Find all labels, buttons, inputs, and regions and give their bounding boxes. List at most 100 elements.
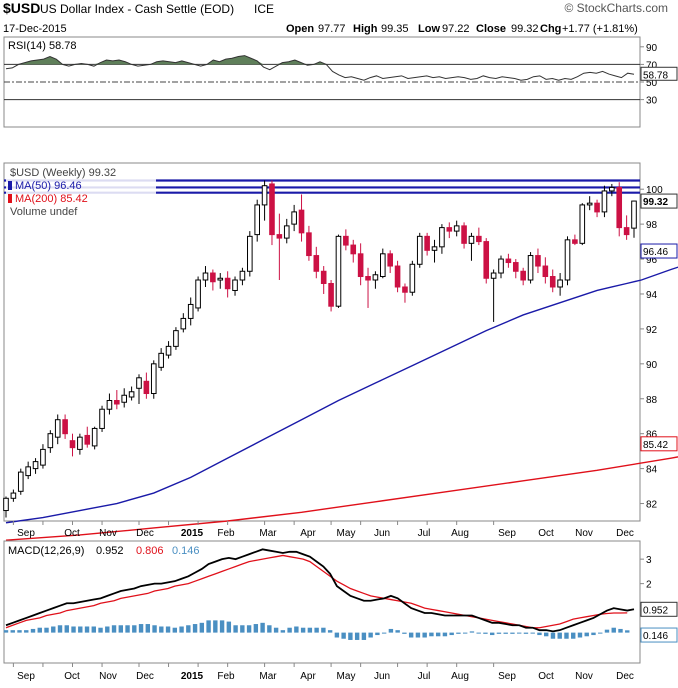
- candle-body: [623, 227, 630, 236]
- macd-histogram-bar: [510, 632, 515, 634]
- macd-histogram-bar: [98, 627, 103, 633]
- price-tick-label: 100: [646, 185, 663, 196]
- candle-body: [298, 209, 305, 234]
- macd-histogram-bar: [517, 632, 522, 634]
- macd-histogram-bar: [314, 627, 319, 633]
- macd-tick-label: 3: [646, 555, 652, 566]
- candle-body: [261, 185, 268, 206]
- candle-body: [165, 345, 172, 356]
- candle-body: [320, 270, 327, 284]
- candle-body: [498, 258, 504, 274]
- macd-legend-value: 0.952: [96, 545, 124, 557]
- month-label: May: [337, 671, 356, 682]
- candle-body: [114, 400, 120, 405]
- macd-histogram-bar: [618, 628, 623, 633]
- ma50-value-tag-box: [640, 243, 678, 259]
- candle-body: [32, 461, 39, 470]
- month-label: Jul: [418, 671, 431, 682]
- macd-histogram-bar: [105, 626, 110, 633]
- candle-body: [512, 262, 519, 272]
- candle-body: [416, 235, 423, 265]
- candle-body: [402, 286, 408, 293]
- macd-histogram-bar: [625, 630, 630, 633]
- close-value: 99.32: [511, 23, 539, 35]
- macd-histogram-bar: [51, 626, 56, 633]
- candle-body: [357, 253, 364, 278]
- macd-histogram-bar: [165, 626, 171, 633]
- macd-histogram-bar: [3, 630, 9, 633]
- macd-histogram-bar: [57, 625, 63, 633]
- signal-line: [5, 554, 628, 629]
- candle-body: [453, 225, 460, 232]
- month-label: Oct: [538, 671, 554, 682]
- month-label: Dec: [616, 528, 634, 539]
- candle-body: [195, 279, 201, 309]
- macd-histogram-bar: [280, 630, 286, 633]
- candle-body: [594, 202, 600, 213]
- candle-body: [283, 225, 290, 239]
- candle-body: [173, 330, 179, 347]
- macd-panel: MACD(12,26,9) 0.952 0.806 0.146 1230.952…: [3, 540, 678, 682]
- macd-histogram-bar: [415, 632, 421, 638]
- candle-body: [247, 235, 253, 272]
- macd-histogram-bar: [226, 621, 232, 633]
- month-label: Jun: [374, 671, 390, 682]
- macd-histogram-bar: [307, 627, 313, 633]
- month-label: Nov: [99, 671, 117, 682]
- macd-histogram-bar: [544, 632, 549, 637]
- close-label: Close: [476, 23, 506, 35]
- ma50-value-tag-text: 96.46: [643, 247, 668, 258]
- macd-histogram-bar: [172, 627, 178, 633]
- macd-histogram-bar: [381, 632, 387, 634]
- macd-histogram-bar: [462, 632, 468, 634]
- macd-histogram-bar: [598, 632, 603, 634]
- price-legend-bg: [6, 165, 156, 219]
- ma50-legend: MA(50) 96.46: [15, 180, 82, 192]
- price-tick-label: 86: [646, 430, 658, 441]
- macd-legend-label: MACD(12,26,9): [8, 545, 84, 557]
- month-label: Apr: [300, 528, 316, 539]
- candle-body: [483, 241, 490, 279]
- ma200-legend: MA(200) 85.42: [15, 193, 88, 205]
- macd-histogram-bar: [584, 632, 589, 637]
- rsi-legend-bg: [6, 39, 106, 52]
- macd-histogram-bar: [375, 632, 380, 636]
- macd-histogram-bar: [233, 625, 238, 633]
- macd-value-tag: 0.952: [640, 601, 678, 617]
- candle-body: [254, 204, 260, 236]
- ma200-value-tag-box: [640, 436, 678, 452]
- ma200-legend-swatch: [8, 194, 12, 203]
- macd-histogram-bar: [334, 632, 340, 638]
- candle-body: [180, 317, 187, 330]
- month-label: Oct: [64, 528, 80, 539]
- macd-histogram-bar: [219, 620, 225, 633]
- candle-body: [505, 258, 512, 264]
- macd-histogram-bar: [530, 632, 535, 634]
- ma200-value-tag: 85.42: [640, 436, 678, 452]
- candle-body: [217, 277, 224, 281]
- macd-histogram-bar: [368, 632, 373, 638]
- macd-histogram-bar: [253, 624, 259, 633]
- ma50-legend-swatch: [8, 181, 12, 190]
- macd-histogram-bar: [84, 626, 90, 633]
- candle-body: [239, 270, 246, 281]
- macd-histogram-bar: [489, 632, 495, 636]
- month-label: May: [337, 528, 356, 539]
- macd-histogram-bar: [246, 625, 252, 633]
- month-label: Nov: [575, 671, 593, 682]
- macd-histogram-bar: [449, 632, 454, 636]
- price-tick-label: 90: [646, 360, 658, 371]
- macd-value-box: [640, 601, 678, 617]
- candle-body: [631, 200, 637, 229]
- macd-histogram-bar: [321, 627, 326, 633]
- price-tick-label: 88: [646, 395, 658, 406]
- candle-body: [25, 466, 31, 477]
- histogram-value-text: 0.146: [643, 631, 668, 642]
- macd-histogram-bar: [118, 625, 123, 633]
- month-label: Oct: [538, 528, 554, 539]
- macd-histogram-bar: [44, 627, 49, 633]
- histogram-value-box: [640, 627, 678, 643]
- candle-body: [424, 235, 430, 251]
- candle-body: [335, 235, 342, 307]
